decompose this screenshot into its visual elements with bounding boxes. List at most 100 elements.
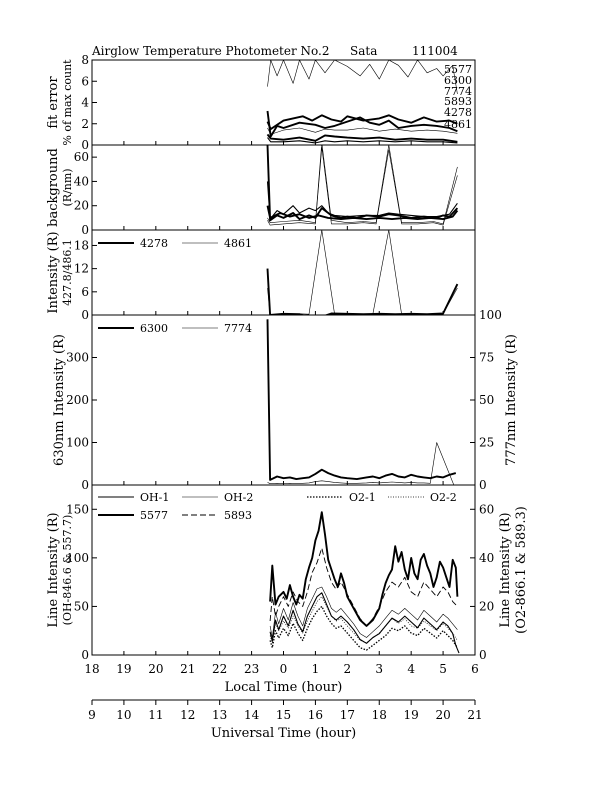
- series-line-6300: [266, 319, 457, 481]
- y-tick-label: 2: [81, 117, 89, 131]
- y-right-tick-label: 75: [479, 351, 494, 365]
- series-line-4278: [266, 268, 459, 315]
- panel-background: 0 20 40 60 background (R/nm): [46, 144, 476, 237]
- series-line-fit-error-5: [267, 137, 458, 144]
- y-tick-label: 0: [81, 648, 89, 662]
- x-tick-label: 19: [116, 662, 131, 676]
- y-tick-label: 150: [66, 502, 89, 516]
- plot-frame: [91, 314, 476, 486]
- series-label: 5893: [444, 95, 472, 108]
- y-right-axis-label: 777nm Intensity (R): [504, 334, 519, 466]
- series-label: 4278: [444, 106, 472, 119]
- y-right-axis-label: Line Intensity (R): [498, 512, 513, 627]
- y-tick-label: 300: [66, 351, 89, 365]
- series-label: 4861: [444, 118, 472, 131]
- x-tick-label: 22: [212, 662, 227, 676]
- x-tick-label: 1: [312, 662, 320, 676]
- legend-label: 4278: [140, 237, 168, 250]
- x-tick-label: 3: [375, 662, 383, 676]
- legend-label: 7774: [224, 322, 252, 335]
- legend-label: 6300: [140, 322, 168, 335]
- y-right-tick-label: 40: [479, 551, 494, 565]
- y-tick-label: 12: [74, 262, 89, 276]
- y-axis-label: Line Intensity (R): [46, 512, 61, 627]
- series-line-fit-error-3: [267, 127, 458, 135]
- series-line-fit-error-0: [267, 60, 458, 95]
- series-label: 5577: [444, 63, 472, 76]
- legend-label: OH-2: [224, 491, 253, 504]
- panel-intensity-4278-4861: 0 6 12 18 Intensity (R) 427.8/486.1 4278 4861: [46, 229, 476, 322]
- y-right-tick-label: 0: [479, 478, 487, 492]
- ut-tick-label: 18: [372, 708, 387, 722]
- legend-label: 4861: [224, 237, 252, 250]
- ut-tick-label: 12: [180, 708, 195, 722]
- y-axis-label: fit error: [46, 76, 61, 129]
- y-axis-label: (R/nm): [61, 168, 74, 206]
- y-axis-label: 427.8/486.1: [61, 239, 74, 306]
- y-tick-label: 0: [81, 308, 89, 322]
- ut-tick-label: 9: [88, 708, 96, 722]
- y-right-tick-label: 60: [479, 502, 494, 516]
- x-tick-label: 21: [180, 662, 195, 676]
- x-tick-label: 2: [344, 662, 352, 676]
- y-tick-label: 6: [81, 74, 89, 88]
- y-tick-label: 6: [81, 285, 89, 299]
- y-axis-label: % of max count: [61, 59, 74, 146]
- legend-label: OH-1: [140, 491, 169, 504]
- ut-axis-label: Universal Time (hour): [211, 726, 356, 741]
- series-line-O2-2: [269, 596, 458, 644]
- plot-frame: [91, 59, 476, 146]
- y-tick-label: 20: [74, 199, 89, 213]
- figure-date: 111004: [412, 44, 458, 58]
- series-line-background-1: [266, 181, 458, 220]
- ut-tick-label: 13: [212, 708, 227, 722]
- y-axis-label: background: [46, 148, 61, 227]
- x-axis-label: Local Time (hour): [225, 680, 343, 695]
- ut-tick-label: 14: [244, 708, 260, 722]
- ut-tick-label: 11: [148, 708, 163, 722]
- x-tick-label: 6: [471, 662, 479, 676]
- y-tick-label: 100: [66, 551, 89, 565]
- series-line-fit-error-2: [266, 114, 458, 131]
- y-tick-label: 4: [81, 96, 89, 110]
- y-right-axis-label: (O2-866.1 & 589.3): [514, 506, 529, 634]
- series-label: 7774: [444, 85, 472, 98]
- series-line-background-3: [267, 145, 458, 225]
- x-tick-label: 18: [84, 662, 99, 676]
- y-tick-label: 50: [74, 599, 89, 613]
- x-tick-label: 0: [280, 662, 288, 676]
- series-line-O2-1: [269, 605, 458, 651]
- y-tick-label: 0: [81, 223, 89, 237]
- series-line-5577: [269, 511, 459, 627]
- legend-label: O2-1: [349, 491, 376, 504]
- y-tick-label: 0: [81, 138, 89, 152]
- ut-tick-label: 19: [404, 708, 419, 722]
- series-line-fit-error-4: [266, 133, 458, 143]
- y-right-tick-label: 100: [479, 308, 502, 322]
- y-tick-label: 100: [66, 436, 89, 450]
- series-line-OH-1: [269, 592, 460, 654]
- series-line-4861: [267, 230, 458, 315]
- y-tick-label: 18: [74, 238, 89, 252]
- figure-header: Airglow Temperature Photometer No.2 Sata…: [91, 44, 458, 58]
- legend-label: O2-2: [430, 491, 457, 504]
- y-right-tick-label: 0: [479, 648, 487, 662]
- ut-tick-label: 10: [116, 708, 131, 722]
- y-right-tick-label: 25: [479, 436, 494, 450]
- series-line-background-2: [266, 205, 459, 221]
- figure-site: Sata: [350, 44, 377, 58]
- ut-tick-label: 21: [467, 708, 482, 722]
- panel-fit-error: 0 2 4 6 8 fit error% of max count 557763007774…: [46, 53, 476, 152]
- y-tick-label: 8: [81, 53, 89, 67]
- series-line-background-4: [267, 147, 458, 226]
- y-axis-label: (OH-846.6 & 557.7): [61, 515, 74, 626]
- x-tick-label: 23: [244, 662, 259, 676]
- series-line-7774: [267, 442, 455, 485]
- series-label: 6300: [444, 74, 472, 87]
- series-line-fit-error-1: [266, 110, 458, 138]
- ut-tick-label: 16: [308, 708, 323, 722]
- y-axis-label: Intensity (R): [46, 231, 61, 313]
